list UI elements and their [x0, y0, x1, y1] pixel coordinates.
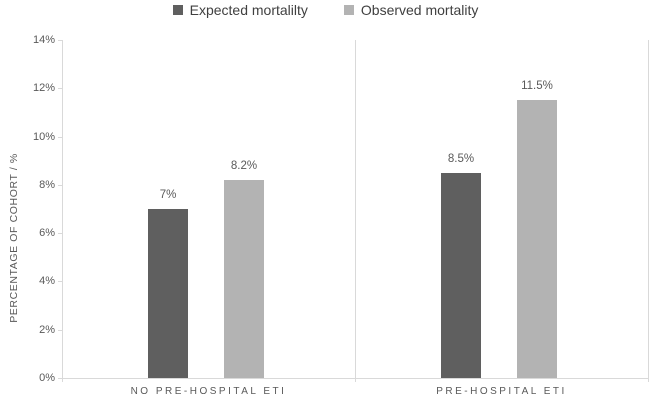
y-tick-mark [58, 330, 62, 331]
y-tick-label: 4% [39, 275, 55, 287]
y-tick-mark [58, 281, 62, 282]
bar-observed-mortality-pre-hospital-eti [517, 100, 557, 378]
y-tick-mark [58, 378, 62, 379]
category-divider-line [355, 40, 356, 382]
bar-observed-mortality-no-pre-hospital-eti [224, 180, 264, 378]
legend-label-observed-mortality: Observed mortality [360, 2, 479, 18]
observed-mortality-swatch-icon [343, 5, 354, 15]
bar-value-label: 8.5% [447, 153, 475, 165]
y-tick-label: 10% [32, 131, 55, 143]
y-tick-mark [58, 137, 62, 138]
y-tick-mark [58, 233, 62, 234]
y-tick-label: 6% [39, 227, 55, 239]
y-tick-label: 0% [39, 372, 55, 384]
y-tick-label: 8% [39, 179, 55, 191]
legend-item-expected-mortality: Expected mortalilty [172, 2, 308, 18]
y-tick-label: 12% [32, 82, 55, 94]
y-tick-mark [58, 88, 62, 89]
x-category-label: PRE-HOSPITAL ETI [436, 386, 567, 397]
chart-legend: Expected mortalilty Observed mortality [0, 2, 651, 18]
bar-expected-mortalilty-pre-hospital-eti [441, 173, 481, 378]
y-axis-line [62, 40, 63, 382]
y-tick-label: 14% [32, 34, 55, 46]
expected-mortality-swatch-icon [172, 5, 183, 15]
bar-value-label: 11.5% [521, 80, 553, 92]
x-category-label: NO PRE-HOSPITAL ETI [130, 386, 287, 397]
legend-item-observed-mortality: Observed mortality [343, 2, 479, 18]
y-tick-mark [58, 185, 62, 186]
bar-value-label: 8.2% [230, 160, 258, 172]
bar-value-label: 7% [159, 189, 177, 201]
legend-label-expected-mortality: Expected mortalilty [189, 2, 308, 18]
y-tick-label: 2% [39, 324, 55, 336]
bar-expected-mortalilty-no-pre-hospital-eti [148, 209, 188, 378]
plot-right-border-line [648, 40, 649, 382]
y-tick-mark [58, 40, 62, 41]
